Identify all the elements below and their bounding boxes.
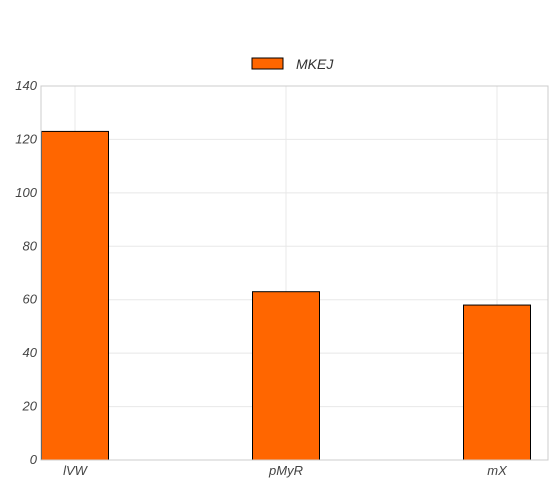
legend-label: MKEJ xyxy=(296,56,334,72)
bar-lVW[interactable] xyxy=(41,130,109,461)
y-axis-ticks: 0 20 40 60 80 100 120 140 xyxy=(15,78,37,467)
x-axis-ticks: lVW pMyR mX xyxy=(63,463,508,478)
y-tick-label: 120 xyxy=(15,131,37,146)
y-tick-label: 20 xyxy=(22,399,38,414)
bar-pMyR[interactable] xyxy=(252,291,320,461)
y-tick-label: 140 xyxy=(15,78,37,93)
legend[interactable]: MKEJ xyxy=(251,56,334,72)
y-tick-label: 40 xyxy=(23,345,38,360)
x-tick-label: lVW xyxy=(63,463,89,478)
y-tick-label: 60 xyxy=(23,292,38,307)
legend-swatch xyxy=(251,57,284,70)
y-tick-label: 80 xyxy=(23,238,38,253)
y-tick-label: 100 xyxy=(15,185,37,200)
x-tick-label: mX xyxy=(487,463,508,478)
bars xyxy=(41,130,531,461)
y-tick-label: 0 xyxy=(30,452,38,467)
plot-frame xyxy=(40,85,549,461)
x-tick-label: pMyR xyxy=(268,463,303,478)
bar-mX[interactable] xyxy=(463,304,531,461)
